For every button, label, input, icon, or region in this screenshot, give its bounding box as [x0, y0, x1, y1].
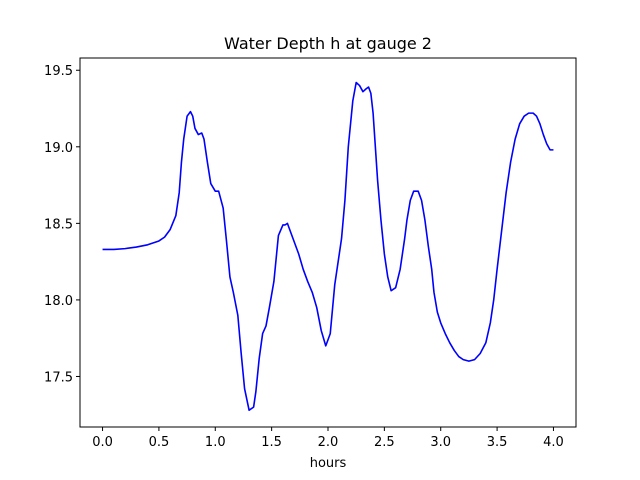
- x-tick-label: 1.0: [205, 435, 226, 450]
- x-tick-label: 2.0: [318, 435, 339, 450]
- x-tick-label: 3.5: [487, 435, 508, 450]
- x-tick-label: 0.5: [149, 435, 170, 450]
- chart-title: Water Depth h at gauge 2: [224, 34, 432, 53]
- y-tick-label: 19.0: [44, 141, 73, 156]
- y-tick-label: 18.5: [44, 217, 73, 232]
- y-tick-label: 19.5: [44, 64, 73, 79]
- series-line: [102, 81, 554, 411]
- y-tick-label: 18.0: [44, 294, 73, 309]
- axis-ticks: 0.0 0.5 1.0 1.5 2.0 2.5 3.0 3.5 4.0 17.5 18.0 18.5 1…: [44, 64, 564, 450]
- series-group: [102, 81, 554, 411]
- x-tick-label: 3.0: [430, 435, 451, 450]
- x-tick-label: 4.0: [543, 435, 564, 450]
- y-tick-label: 17.5: [44, 370, 73, 385]
- x-tick-label: 2.5: [374, 435, 395, 450]
- x-axis-label: hours: [310, 456, 347, 471]
- x-tick-label: 0.0: [92, 435, 113, 450]
- axes-frame: [79, 57, 577, 428]
- x-tick-label: 1.5: [261, 435, 282, 450]
